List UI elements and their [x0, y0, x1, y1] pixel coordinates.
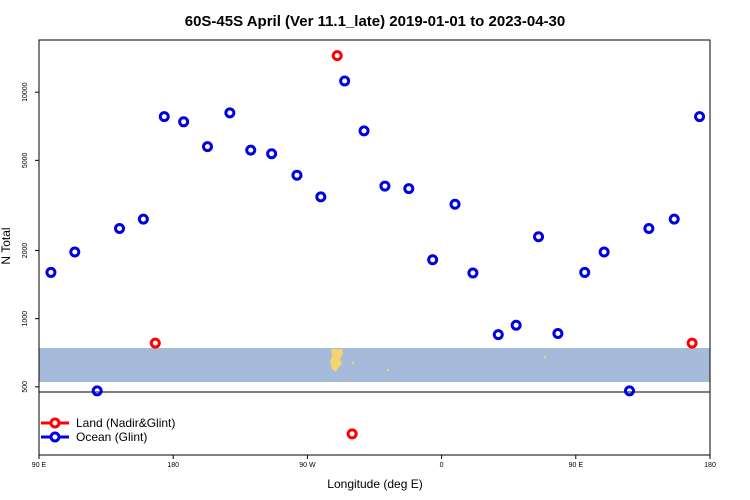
ocean-data-point: [467, 267, 479, 279]
island-speck: [544, 356, 546, 358]
map-strip: [39, 348, 710, 382]
ocean-data-point: [379, 180, 391, 192]
x-axis: 90 E 180 90 W 0 90 E 180: [32, 455, 716, 469]
land-data-point: [686, 337, 698, 349]
y-axis-label: N Total: [0, 227, 13, 264]
chart-title: 60S-45S April (Ver 11.1_late) 2019-01-01…: [185, 13, 566, 30]
ocean-data-point: [201, 141, 213, 153]
x-tick-label: 90 E: [569, 462, 584, 469]
ocean-data-point: [315, 191, 327, 203]
ocean-data-point: [403, 183, 415, 195]
x-tick-label: 180: [167, 462, 179, 469]
x-tick-label: 90 W: [299, 462, 316, 469]
ocean-data-point: [598, 246, 610, 258]
ocean-data-point: [245, 144, 257, 156]
ocean-band: [39, 348, 710, 382]
ocean-data-point: [510, 319, 522, 331]
y-tick-label: 5000: [22, 152, 29, 168]
ocean-data-point: [158, 111, 170, 123]
land-data-point: [346, 428, 358, 440]
ocean-data-point: [533, 231, 545, 243]
ocean-data-point: [668, 213, 680, 225]
ocean-data-point: [114, 223, 126, 235]
ocean-data-point: [449, 198, 461, 210]
ocean-data-point: [694, 111, 706, 123]
y-tick-label: 1000: [22, 311, 29, 327]
x-tick-label: 0: [440, 462, 444, 469]
plot-frame: [38, 39, 711, 456]
land-data-point: [149, 337, 161, 349]
x-tick-label: 90 E: [32, 462, 47, 469]
ocean-data-point: [492, 329, 504, 341]
ocean-data-point: [339, 75, 351, 87]
south-america-tip-shape: [330, 349, 343, 372]
ocean-data-point: [623, 385, 635, 397]
legend-land-label: Land (Nadir&Glint): [76, 416, 175, 430]
island-speck: [352, 362, 354, 364]
ocean-data-point: [427, 254, 439, 266]
y-axis: 500 1000 2000 5000 10000: [22, 82, 39, 393]
ocean-data-point: [224, 107, 236, 119]
legend-land-marker: [49, 417, 61, 429]
legend-ocean-label: Ocean (Glint): [76, 430, 147, 444]
land-data-point: [331, 50, 343, 62]
legend-ocean-marker: [49, 431, 61, 443]
ocean-data-point: [579, 266, 591, 278]
y-tick-label: 10000: [22, 82, 29, 102]
ocean-data-point: [69, 246, 81, 258]
legend: Land (Nadir&Glint) Ocean (Glint): [41, 416, 175, 444]
island-speck: [387, 369, 389, 371]
ocean-data-point: [266, 148, 278, 160]
x-axis-label: Longitude (deg E): [327, 477, 422, 491]
ocean-data-point: [643, 223, 655, 235]
y-tick-label: 2000: [22, 243, 29, 259]
ocean-data-point: [91, 385, 103, 397]
ocean-data-point: [291, 169, 303, 181]
ocean-data-point: [137, 213, 149, 225]
data-points: [45, 50, 706, 440]
ocean-data-point: [358, 125, 370, 137]
ocean-data-point: [552, 327, 564, 339]
ocean-data-point: [45, 266, 57, 278]
x-tick-label: 180: [704, 462, 716, 469]
y-tick-label: 500: [22, 381, 29, 393]
ocean-data-point: [178, 116, 190, 128]
